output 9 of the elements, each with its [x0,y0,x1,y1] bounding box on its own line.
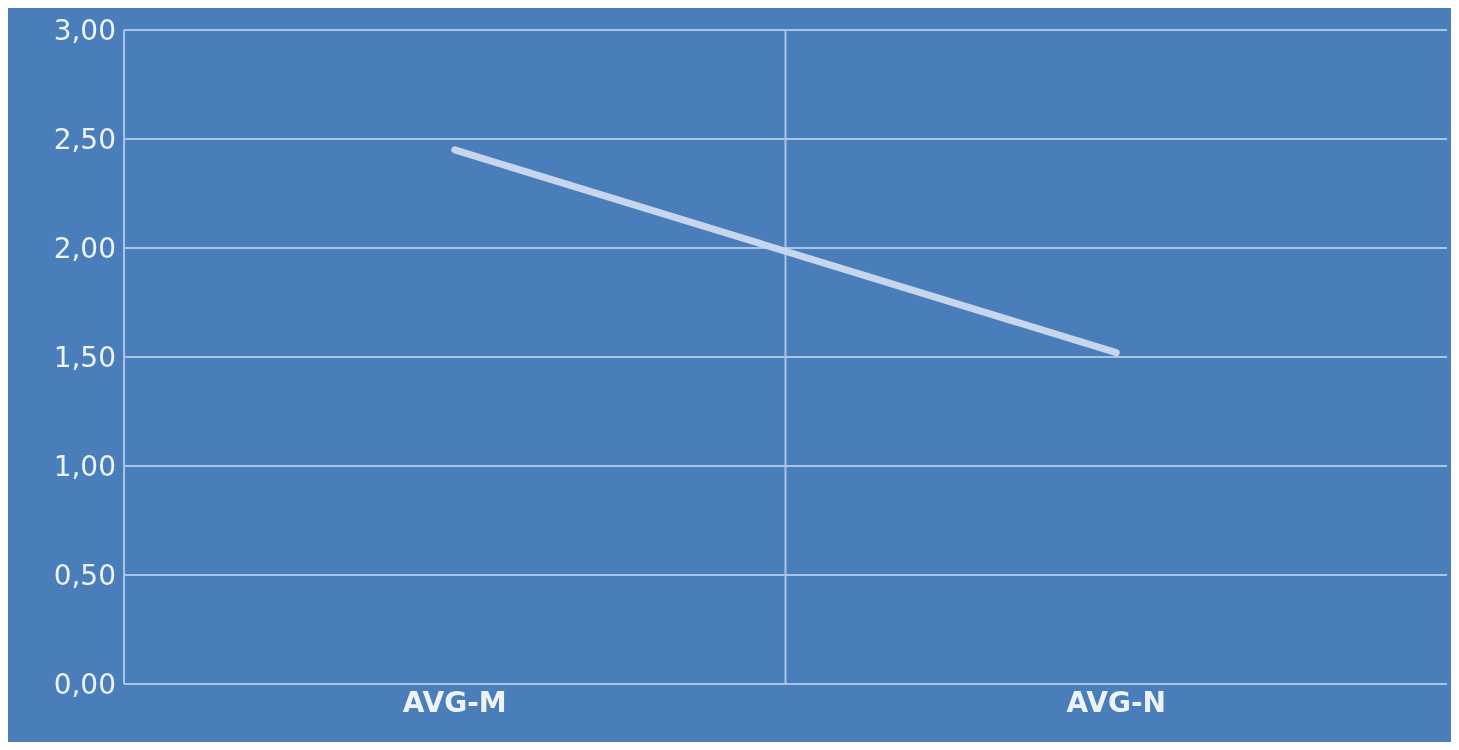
x-tick-label: AVG-N [1066,685,1166,719]
y-tick-label: 1,00 [53,449,116,483]
y-tick-label: 2,50 [53,122,116,156]
y-tick-label: 3,00 [53,13,116,47]
y-tick-label: 0,50 [53,558,116,592]
y-tick-label: 0,00 [53,667,116,701]
y-tick-label: 2,00 [53,231,116,265]
x-tick-label: AVG-M [402,685,507,719]
y-tick-label: 1,50 [53,340,116,374]
